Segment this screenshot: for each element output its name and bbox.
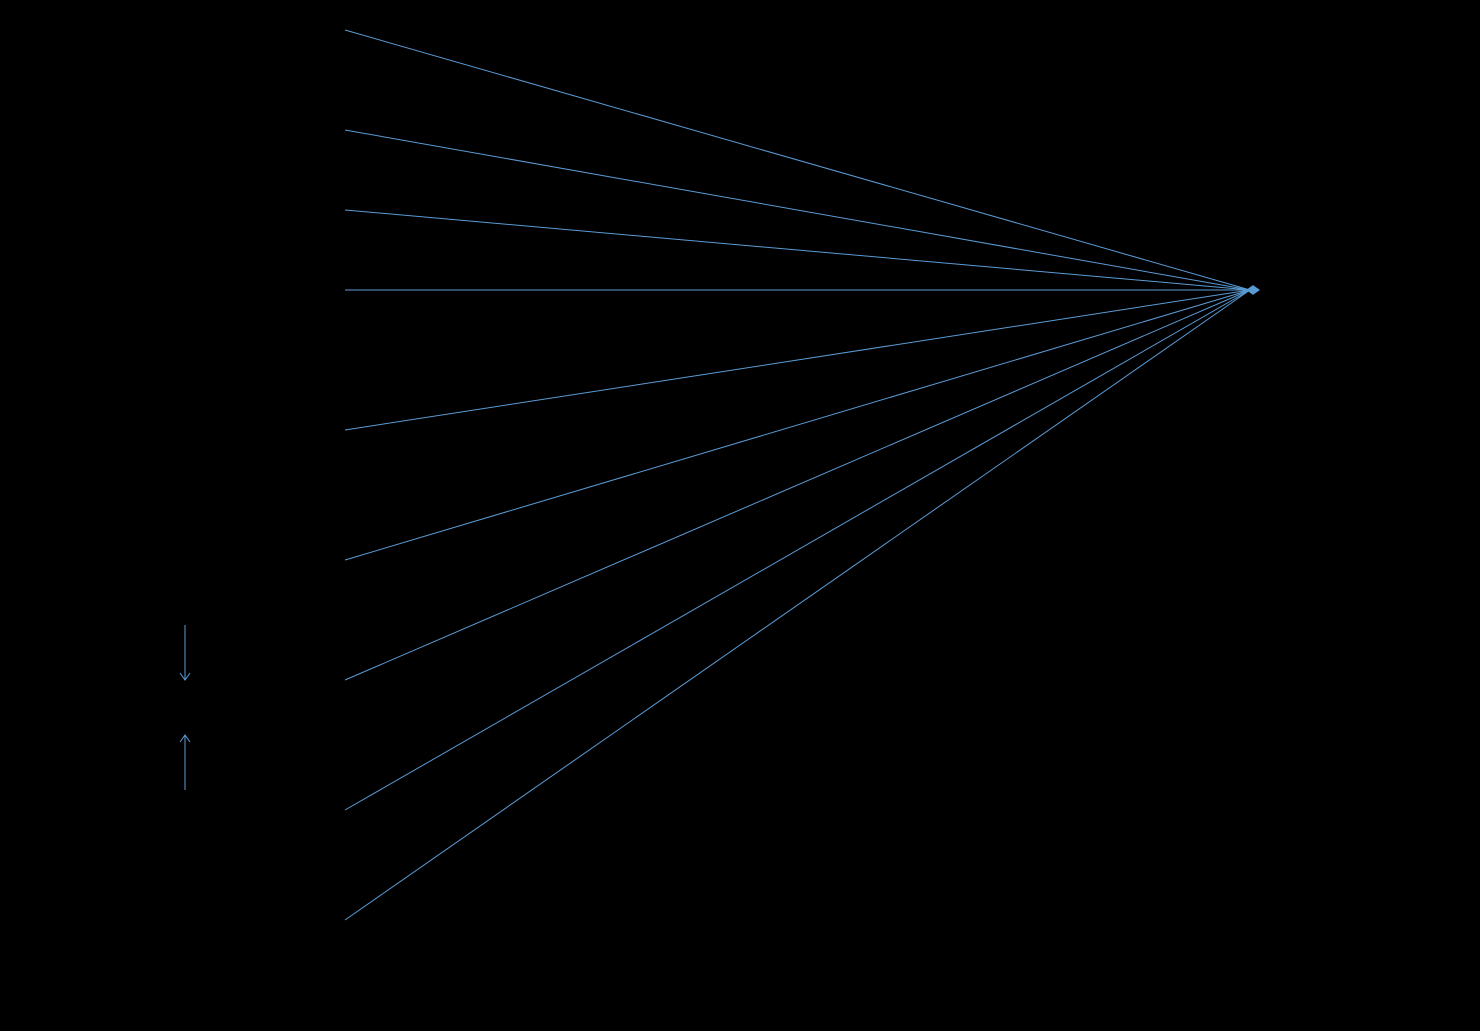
ray-line-7 xyxy=(345,290,1250,810)
ray-line-0 xyxy=(345,30,1250,290)
ray-line-1 xyxy=(345,130,1250,290)
ray-line-5 xyxy=(345,290,1250,560)
perspective-diagram xyxy=(0,0,1480,1031)
small-arrow-down-icon xyxy=(180,625,190,680)
small-arrow-up-icon xyxy=(180,735,190,790)
ray-line-2 xyxy=(345,210,1250,290)
ray-line-8 xyxy=(345,290,1250,920)
ray-line-6 xyxy=(345,290,1250,680)
ray-line-4 xyxy=(345,290,1250,430)
convergence-arrowhead-icon xyxy=(1246,285,1260,295)
